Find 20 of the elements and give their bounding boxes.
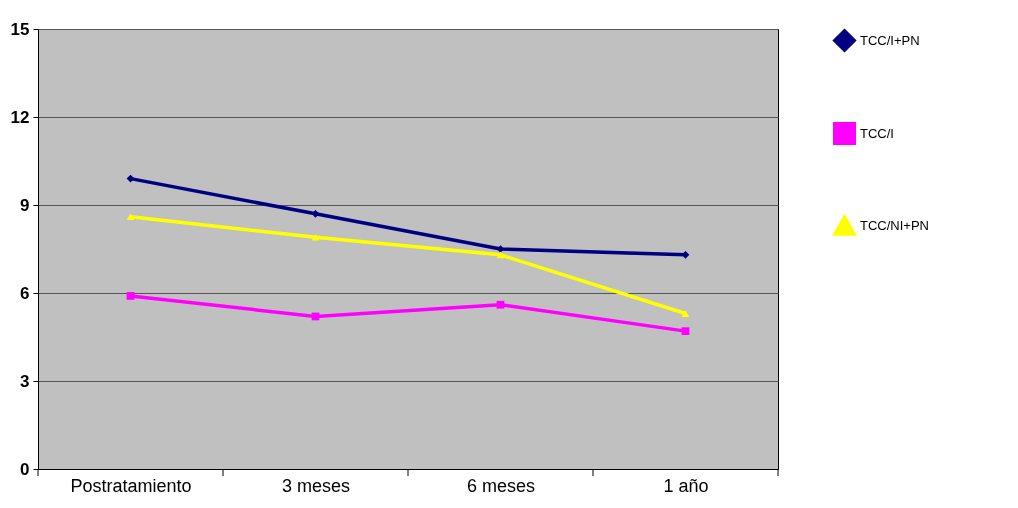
x-tick-label: 1 año [663,475,709,496]
legend-label: TCC/I [860,125,894,141]
y-tick-label: 3 [20,371,30,391]
point [681,310,690,317]
legend-label: TCC/I+PN [860,32,920,48]
y-tick-label: 0 [20,459,30,479]
point [311,233,320,241]
y-tick-label: 12 [10,107,30,127]
legend-label: TCC/NI+PN [860,217,929,233]
point [496,300,505,309]
y-tick-label: 6 [20,283,30,303]
y-tick-label: 15 [10,19,30,39]
point [126,213,135,221]
point [126,292,135,300]
y-tick-label: 9 [20,195,30,215]
x-tick-label: 3 meses [281,475,351,496]
x-tick-label: 6 meses [466,475,536,496]
point [496,251,505,259]
point [681,327,690,336]
x-tick-label: Postratamiento [70,475,192,496]
